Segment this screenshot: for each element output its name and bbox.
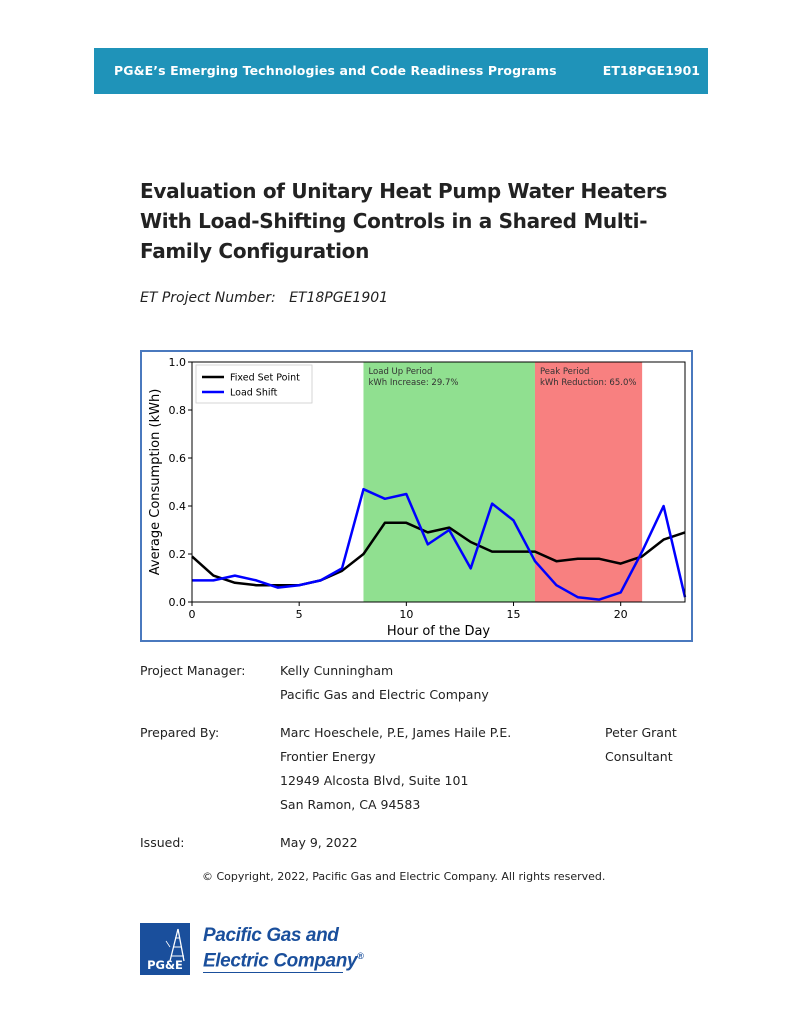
legend-label-0: Fixed Set Point bbox=[230, 373, 300, 384]
plot-frame bbox=[191, 361, 686, 603]
y-tick-label: 0.0 bbox=[169, 596, 187, 609]
prepared-by-names: Marc Hoeschele, P.E, James Haile P.E. bbox=[280, 725, 512, 740]
x-tick-label: 0 bbox=[189, 608, 196, 621]
logo-tower-icon bbox=[165, 928, 185, 962]
region-1-value: kWh Reduction: 65.0% bbox=[540, 378, 636, 388]
region-0-band bbox=[363, 362, 535, 602]
region-1-label: Peak Period bbox=[540, 367, 589, 377]
issued-date: May 9, 2022 bbox=[280, 835, 358, 850]
project-manager-name: Kelly Cunningham bbox=[280, 663, 394, 678]
x-axis-label: Hour of the Day bbox=[387, 624, 491, 639]
project-number: ET Project Number: ET18PGE1901 bbox=[140, 290, 388, 306]
consultant-name: Peter Grant bbox=[605, 725, 677, 740]
logo-line-1: Pacific Gas and bbox=[203, 925, 339, 946]
y-axis-label: Average Consumption (kWh) bbox=[148, 389, 163, 576]
project-code: ET18PGE1901 bbox=[602, 63, 700, 78]
project-manager-org: Pacific Gas and Electric Company bbox=[280, 687, 489, 702]
legend-box bbox=[195, 364, 313, 404]
logo-trademark: ® bbox=[357, 951, 364, 961]
y-tick-label: 0.6 bbox=[169, 452, 187, 465]
prepared-by-org: Frontier Energy bbox=[280, 749, 376, 764]
prepared-by-address-1: 12949 Alcosta Blvd, Suite 101 bbox=[280, 773, 469, 788]
y-tick-label: 0.4 bbox=[169, 500, 187, 513]
x-tick-label: 15 bbox=[507, 608, 521, 621]
y-tick-label: 0.2 bbox=[169, 548, 187, 561]
copyright-notice: © Copyright, 2022, Pacific Gas and Elect… bbox=[202, 870, 606, 883]
x-tick-label: 5 bbox=[296, 608, 303, 621]
series-line-1 bbox=[192, 487, 687, 601]
region-1-band bbox=[534, 362, 643, 602]
document-title: Evaluation of Unitary Heat Pump Water He… bbox=[140, 176, 720, 266]
issued-label: Issued: bbox=[140, 835, 185, 850]
logo-mark-text: PG&E bbox=[147, 958, 183, 972]
prepared-by-address-2: San Ramon, CA 94583 bbox=[280, 797, 421, 812]
logo-line-2: Electric Company bbox=[203, 950, 358, 972]
y-tick-label: 1.0 bbox=[169, 356, 187, 369]
project-manager-label: Project Manager: bbox=[140, 663, 246, 678]
legend-label-1: Load Shift bbox=[230, 388, 278, 399]
header-band: PG&E’s Emerging Technologies and Code Re… bbox=[94, 48, 708, 94]
project-number-value: ET18PGE1901 bbox=[289, 290, 389, 306]
title-line-3: Family Configuration bbox=[140, 239, 370, 263]
prepared-by-label: Prepared By: bbox=[140, 725, 220, 740]
chart-frame: Load Up Period kWh Increase: 29.7% Peak Pe… bbox=[140, 350, 693, 642]
logo-wordmark: Pacific Gas and Electric Company® bbox=[203, 925, 364, 972]
logo-underline bbox=[203, 972, 343, 973]
y-tick-label: 0.8 bbox=[169, 404, 187, 417]
consultant-role: Consultant bbox=[605, 749, 673, 764]
project-number-label: ET Project Number: bbox=[140, 290, 276, 306]
x-tick-label: 10 bbox=[399, 608, 413, 621]
program-name: PG&E’s Emerging Technologies and Code Re… bbox=[114, 63, 557, 78]
region-0-value: kWh Increase: 29.7% bbox=[368, 378, 458, 388]
title-line-1: Evaluation of Unitary Heat Pump Water He… bbox=[140, 179, 668, 203]
x-tick-label: 20 bbox=[614, 608, 628, 621]
pge-logo-mark: PG&E bbox=[140, 923, 190, 975]
region-0-label: Load Up Period bbox=[368, 367, 432, 377]
title-line-2: With Load-Shifting Controls in a Shared … bbox=[140, 209, 648, 233]
